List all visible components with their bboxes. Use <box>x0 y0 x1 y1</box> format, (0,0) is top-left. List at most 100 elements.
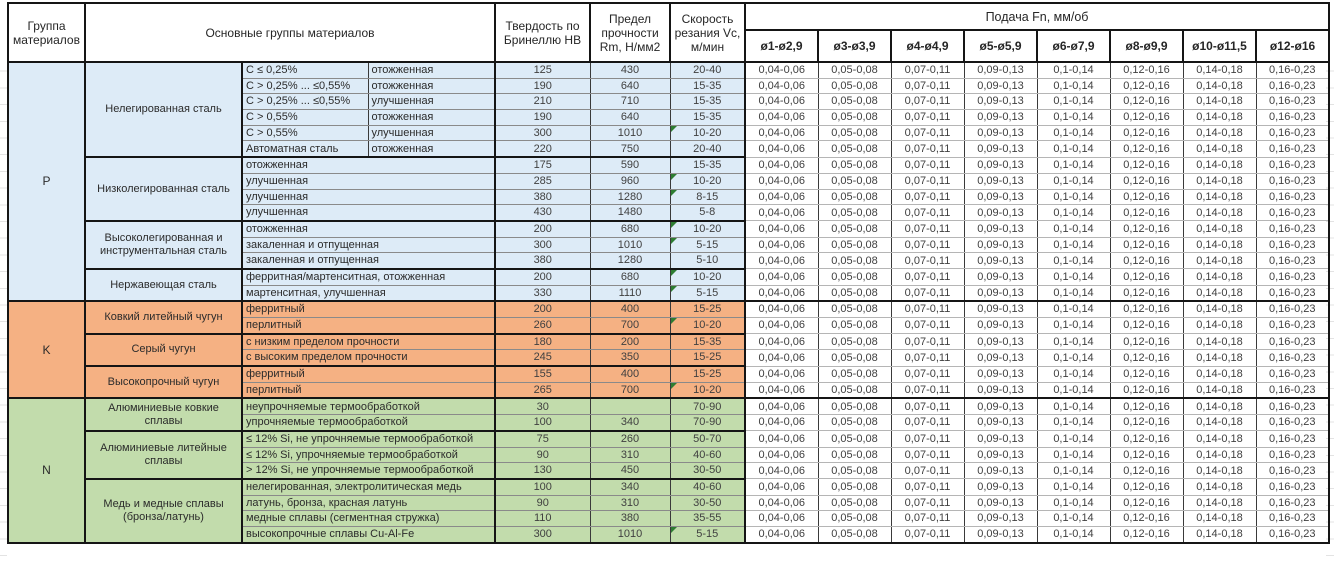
cell-feed-fn[interactable]: 0,09-0,13 <box>963 316 1038 335</box>
cell-feed-fn[interactable]: 0,14-0,18 <box>1182 462 1257 480</box>
cell-cutting-speed-vc[interactable]: 20-40 <box>669 140 746 158</box>
cell-material-spec[interactable]: C > 0,25% ... ≤0,55% <box>241 93 369 111</box>
cell-feed-fn[interactable]: 0,04-0,06 <box>744 124 819 142</box>
cell-feed-fn[interactable]: 0,09-0,13 <box>963 188 1038 206</box>
cell-material-desc[interactable]: неупрочняемые термообработкой <box>241 397 496 416</box>
cell-feed-fn[interactable]: 0,04-0,06 <box>744 220 819 238</box>
cell-feed-fn[interactable]: 0,05-0,08 <box>817 414 892 432</box>
cell-feed-fn[interactable]: 0,04-0,06 <box>744 204 819 222</box>
cell-material-spec[interactable]: Автоматная сталь <box>241 140 369 158</box>
cell-material-desc[interactable]: улучшенная <box>241 172 496 190</box>
cell-cutting-speed-vc[interactable]: 5-10 <box>669 252 746 270</box>
cell-feed-fn[interactable]: 0,14-0,18 <box>1182 172 1257 190</box>
cell-subgroup-name[interactable]: Высокопрочный чугун <box>84 365 243 399</box>
cell-feed-fn[interactable]: 0,04-0,06 <box>744 188 819 206</box>
cell-feed-fn[interactable]: 0,04-0,06 <box>744 381 819 399</box>
cell-feed-fn[interactable]: 0,05-0,08 <box>817 172 892 190</box>
cell-material-state[interactable]: отожженная <box>367 140 496 158</box>
header-diameter-range[interactable]: ø12-ø16 <box>1255 29 1330 63</box>
cell-feed-fn[interactable]: 0,16-0,23 <box>1255 430 1330 448</box>
cell-feed-fn[interactable]: 0,1-0,14 <box>1036 93 1111 111</box>
cell-feed-fn[interactable]: 0,07-0,11 <box>890 172 965 190</box>
cell-feed-fn[interactable]: 0,1-0,14 <box>1036 124 1111 142</box>
cell-strength-rm[interactable]: 430 <box>589 60 671 79</box>
cell-feed-fn[interactable]: 0,04-0,06 <box>744 446 819 464</box>
cell-feed-fn[interactable]: 0,05-0,08 <box>817 156 892 174</box>
cell-material-desc[interactable]: закаленная и отпущенная <box>241 252 496 270</box>
cell-feed-fn[interactable]: 0,14-0,18 <box>1182 397 1257 416</box>
cell-hardness-hb[interactable]: 220 <box>494 140 591 158</box>
cell-feed-fn[interactable]: 0,16-0,23 <box>1255 284 1330 302</box>
cell-feed-fn[interactable]: 0,07-0,11 <box>890 397 965 416</box>
header-diameter-range[interactable]: ø6-ø7,9 <box>1036 29 1111 63</box>
cell-feed-fn[interactable]: 0,14-0,18 <box>1182 204 1257 222</box>
header-tensile-strength[interactable]: Предел прочности Rm, Н/мм2 <box>589 2 671 63</box>
cell-material-state[interactable]: отожженная <box>367 60 496 79</box>
cell-feed-fn[interactable]: 0,14-0,18 <box>1182 381 1257 399</box>
cell-feed-fn[interactable]: 0,16-0,23 <box>1255 494 1330 512</box>
cell-hardness-hb[interactable]: 190 <box>494 77 591 95</box>
cell-feed-fn[interactable]: 0,09-0,13 <box>963 414 1038 432</box>
cell-feed-fn[interactable]: 0,12-0,16 <box>1109 284 1184 302</box>
cell-material-desc[interactable]: отожженная <box>241 156 496 174</box>
cell-feed-fn[interactable]: 0,04-0,06 <box>744 60 819 79</box>
cell-subgroup-name[interactable]: Алюминиевые литейные сплавы <box>84 429 243 480</box>
cell-material-desc[interactable]: отожженная <box>241 219 496 238</box>
cell-material-desc[interactable]: медные сплавы (сегментная стружка) <box>241 510 496 527</box>
cell-hardness-hb[interactable]: 210 <box>494 93 591 111</box>
cell-hardness-hb[interactable]: 300 <box>494 124 591 142</box>
cell-feed-fn[interactable]: 0,16-0,23 <box>1255 381 1330 399</box>
cell-feed-fn[interactable]: 0,14-0,18 <box>1182 109 1257 126</box>
cell-material-desc[interactable]: улучшенная <box>241 204 496 222</box>
cell-feed-fn[interactable]: 0,12-0,16 <box>1109 204 1184 222</box>
cell-feed-fn[interactable]: 0,1-0,14 <box>1036 60 1111 79</box>
cell-feed-fn[interactable]: 0,1-0,14 <box>1036 397 1111 416</box>
cell-subgroup-name[interactable]: Серый чугун <box>84 332 243 367</box>
cell-feed-fn[interactable]: 0,1-0,14 <box>1036 220 1111 238</box>
cell-feed-fn[interactable]: 0,05-0,08 <box>817 60 892 79</box>
cell-feed-fn[interactable]: 0,14-0,18 <box>1182 510 1257 527</box>
cell-feed-fn[interactable]: 0,07-0,11 <box>890 316 965 335</box>
cell-strength-rm[interactable]: 680 <box>589 267 671 286</box>
cell-feed-fn[interactable]: 0,07-0,11 <box>890 478 965 496</box>
cell-feed-fn[interactable]: 0,12-0,16 <box>1109 220 1184 238</box>
cell-feed-fn[interactable]: 0,05-0,08 <box>817 462 892 480</box>
cell-hardness-hb[interactable]: 380 <box>494 188 591 206</box>
cell-strength-rm[interactable]: 640 <box>589 109 671 126</box>
cell-strength-rm[interactable]: 350 <box>589 349 671 367</box>
cell-feed-fn[interactable]: 0,09-0,13 <box>963 365 1038 383</box>
cell-hardness-hb[interactable]: 180 <box>494 332 591 351</box>
cell-feed-fn[interactable]: 0,04-0,06 <box>744 236 819 254</box>
cell-feed-fn[interactable]: 0,04-0,06 <box>744 349 819 367</box>
cell-feed-fn[interactable]: 0,1-0,14 <box>1036 446 1111 464</box>
cell-material-spec[interactable]: C > 0,25% ... ≤0,55% <box>241 77 369 95</box>
cell-feed-fn[interactable]: 0,1-0,14 <box>1036 252 1111 270</box>
cell-subgroup-name[interactable]: Ковкий литейный чугун <box>84 300 243 335</box>
cell-strength-rm[interactable] <box>589 397 671 416</box>
cell-feed-fn[interactable]: 0,07-0,11 <box>890 204 965 222</box>
cell-feed-fn[interactable]: 0,07-0,11 <box>890 494 965 512</box>
cell-cutting-speed-vc[interactable]: 70-90 <box>669 397 746 416</box>
cell-feed-fn[interactable]: 0,07-0,11 <box>890 252 965 270</box>
cell-feed-fn[interactable]: 0,05-0,08 <box>817 316 892 335</box>
cell-hardness-hb[interactable]: 245 <box>494 349 591 367</box>
cell-feed-fn[interactable]: 0,1-0,14 <box>1036 462 1111 480</box>
cell-feed-fn[interactable]: 0,04-0,06 <box>744 333 819 351</box>
cell-feed-fn[interactable]: 0,04-0,06 <box>744 268 819 286</box>
cell-feed-fn[interactable]: 0,05-0,08 <box>817 236 892 254</box>
cell-feed-fn[interactable]: 0,14-0,18 <box>1182 124 1257 142</box>
cell-feed-fn[interactable]: 0,09-0,13 <box>963 77 1038 95</box>
cell-hardness-hb[interactable]: 430 <box>494 204 591 222</box>
cell-feed-fn[interactable]: 0,07-0,11 <box>890 188 965 206</box>
cell-feed-fn[interactable]: 0,12-0,16 <box>1109 349 1184 367</box>
cell-feed-fn[interactable]: 0,12-0,16 <box>1109 494 1184 512</box>
cell-feed-fn[interactable]: 0,05-0,08 <box>817 381 892 399</box>
cell-feed-fn[interactable]: 0,05-0,08 <box>817 510 892 527</box>
cell-cutting-speed-vc[interactable]: 20-40 <box>669 60 746 79</box>
cell-feed-fn[interactable]: 0,12-0,16 <box>1109 77 1184 95</box>
cell-feed-fn[interactable]: 0,09-0,13 <box>963 156 1038 174</box>
cell-feed-fn[interactable]: 0,16-0,23 <box>1255 236 1330 254</box>
cell-feed-fn[interactable]: 0,16-0,23 <box>1255 397 1330 416</box>
cell-cutting-speed-vc[interactable]: 15-25 <box>669 300 746 319</box>
cell-hardness-hb[interactable]: 130 <box>494 462 591 480</box>
